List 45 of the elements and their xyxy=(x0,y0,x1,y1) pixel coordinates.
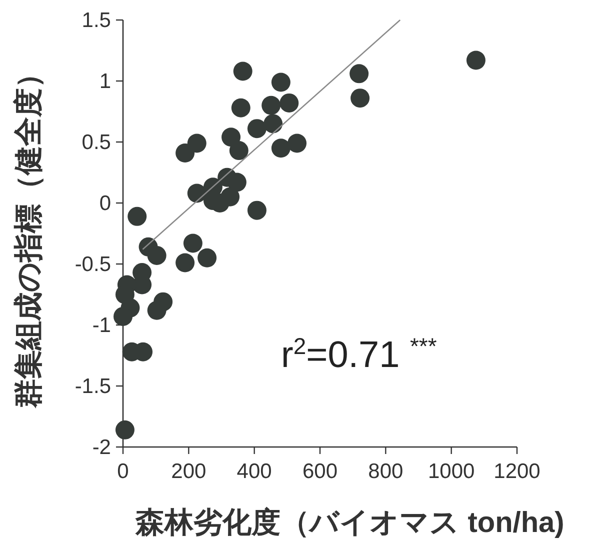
point xyxy=(147,246,166,265)
x-tick-label: 0 xyxy=(117,460,129,483)
point xyxy=(271,72,290,92)
point xyxy=(288,134,307,153)
point xyxy=(220,187,240,206)
point xyxy=(280,93,299,112)
point xyxy=(128,206,147,226)
point xyxy=(114,306,132,326)
point xyxy=(271,138,290,158)
point xyxy=(176,253,195,272)
y-tick-label: -0.5 xyxy=(74,253,111,276)
point xyxy=(264,114,283,134)
point xyxy=(350,64,369,84)
point xyxy=(227,172,246,192)
point xyxy=(233,62,252,81)
y-tick-label: -2 xyxy=(92,436,111,459)
y-tick-label: 1.5 xyxy=(82,9,111,32)
point xyxy=(247,119,266,138)
point xyxy=(247,200,266,220)
point xyxy=(147,300,166,320)
x-tick-label: 1000 xyxy=(428,460,475,483)
annotation: r$^{2}$=0.71 $^{***}$ xyxy=(281,333,437,375)
y-tick-label: 0.5 xyxy=(82,131,111,154)
y-tick-label: 1 xyxy=(99,70,111,93)
x-tick-label: 1200 xyxy=(494,460,540,483)
point xyxy=(262,96,281,115)
y-axis-title: 群集組成の指標（健全度） xyxy=(12,59,45,409)
point xyxy=(198,248,217,268)
point xyxy=(115,420,134,440)
x-tick-label: 800 xyxy=(368,460,404,483)
x-axis-title: 森林劣化度（バイオマス ton/ha) xyxy=(134,506,564,539)
y-tick-label: -1 xyxy=(92,314,111,337)
point xyxy=(183,234,202,253)
x-tick-label: 600 xyxy=(302,460,338,483)
x-tick-label: 200 xyxy=(171,460,206,483)
point xyxy=(350,88,370,108)
point xyxy=(176,143,195,162)
point xyxy=(466,50,486,70)
x-tick-label: 400 xyxy=(236,460,272,483)
y-tick-label: 0 xyxy=(99,192,111,215)
point xyxy=(187,134,206,153)
point xyxy=(231,98,250,118)
point xyxy=(229,141,248,160)
y-tick-label: -1.5 xyxy=(74,375,111,398)
point xyxy=(222,128,241,147)
